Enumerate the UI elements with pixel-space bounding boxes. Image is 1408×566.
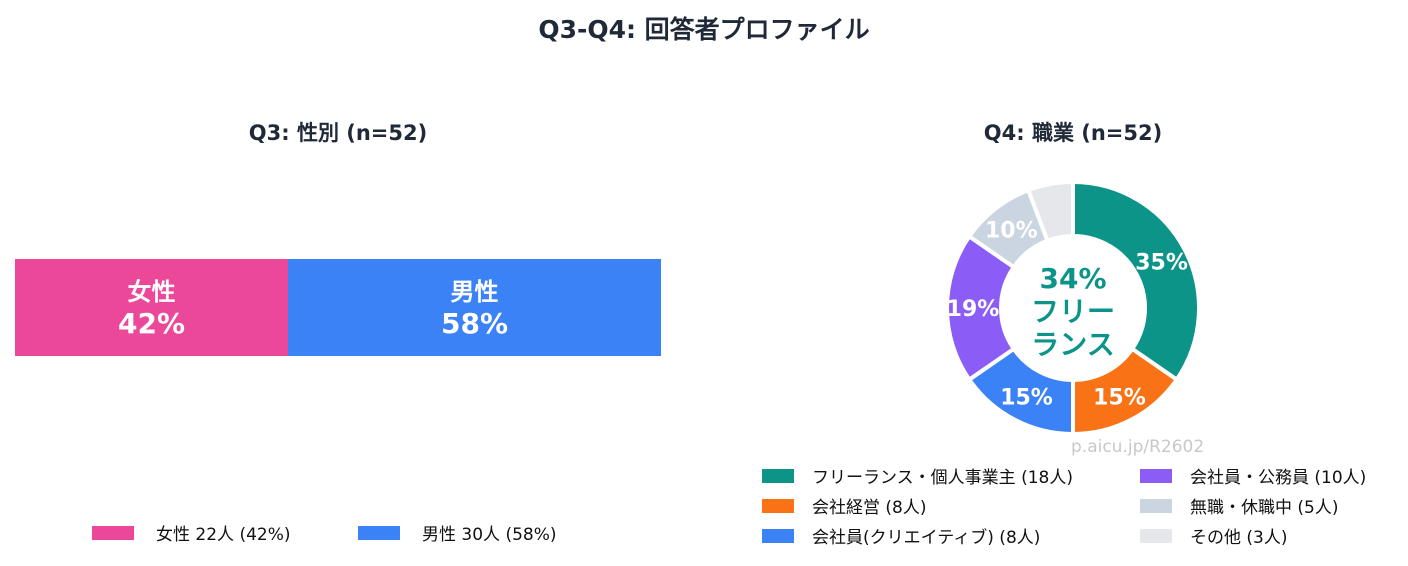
- legend-swatch: [1140, 468, 1172, 483]
- legend-label: 会社員・公務員 (10人): [1190, 468, 1367, 488]
- center-text: ランス: [1031, 328, 1114, 361]
- gender-chart-title: Q3: 性別 (n=52): [248, 121, 428, 145]
- center-text: フリー: [1031, 295, 1115, 328]
- slice-label: 35%: [1135, 251, 1188, 276]
- bar-male: 男性 58%: [288, 259, 661, 356]
- legend-label: 会社員(クリエイティブ) (8人): [812, 528, 1041, 548]
- watermark: p.aicu.jp/R2602: [1071, 437, 1205, 457]
- donut-slice: [1025, 179, 1075, 244]
- main-title: Q3-Q4: 回答者プロファイル: [538, 15, 870, 44]
- center-text: 34%: [1039, 262, 1106, 295]
- legend-label: 無職・休職中 (5人): [1190, 498, 1339, 518]
- legend-item: その他 (3人): [1140, 523, 1287, 548]
- legend-female: 女性 22人 (42%): [92, 520, 291, 545]
- legend-swatch: [358, 525, 400, 540]
- legend-item: 会社員・公務員 (10人): [1140, 463, 1366, 488]
- legend-swatch: [762, 498, 794, 513]
- legend-male: 男性 30人 (58%): [358, 520, 557, 545]
- legend-swatch: [762, 528, 794, 543]
- bar-male-label: 男性: [450, 277, 499, 306]
- legend-label: その他 (3人): [1190, 528, 1288, 548]
- legend-swatch: [762, 468, 794, 483]
- legend-label: フリーランス・個人事業主 (18人): [812, 468, 1073, 488]
- legend-swatch: [1140, 528, 1172, 543]
- slice-label: 15%: [1000, 386, 1053, 411]
- job-chart-title: Q4: 職業 (n=52): [983, 121, 1163, 145]
- slice-label: 10%: [985, 218, 1038, 243]
- slice-label: 19%: [947, 297, 1000, 322]
- legend-item: 会社員(クリエイティブ) (8人): [762, 523, 1040, 548]
- slice-label: 15%: [1093, 386, 1146, 411]
- bar-female-pct: 42%: [117, 306, 186, 340]
- legend-label: 男性 30人 (58%): [422, 525, 557, 545]
- legend-item: 会社経営 (8人): [762, 493, 926, 518]
- legend-item: 無職・休職中 (5人): [1140, 493, 1338, 518]
- legend-item: フリーランス・個人事業主 (18人): [762, 463, 1073, 488]
- donut-slice: [1071, 179, 1201, 383]
- legend-label: 女性 22人 (42%): [156, 525, 291, 545]
- legend-swatch: [1140, 498, 1172, 513]
- bar-female-label: 女性: [127, 277, 176, 306]
- bar-male-pct: 58%: [440, 306, 509, 340]
- legend-label: 会社経営 (8人): [812, 498, 927, 518]
- bar-female: 女性 42%: [15, 259, 288, 356]
- legend-swatch: [92, 525, 134, 540]
